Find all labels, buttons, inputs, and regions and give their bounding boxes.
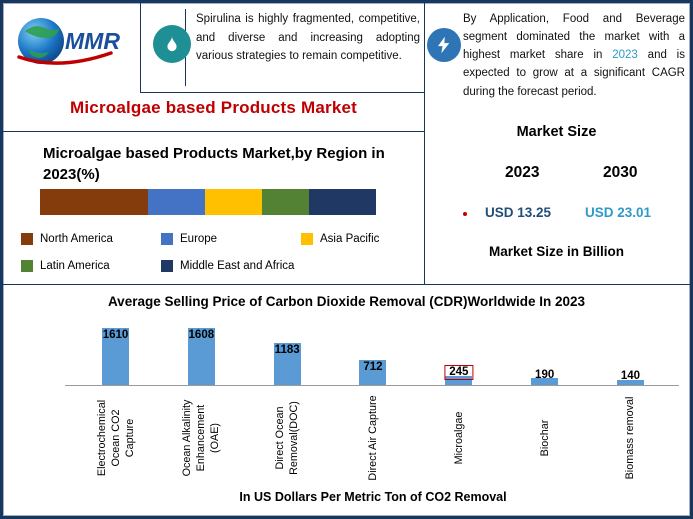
cdr-category-label: Biochar [502,388,587,488]
legend-label: Asia Pacific [320,233,380,245]
cdr-chart-title: Average Selling Price of Carbon Dioxide … [107,294,586,309]
x-axis-line [65,385,679,386]
cdr-bar-value: 190 [535,368,555,381]
cdr-bar-column: 1610 [73,325,158,385]
divider [140,92,424,93]
legend-swatch [161,260,173,272]
note-spirulina: Spirulina is highly fragmented, competit… [196,13,420,63]
cdr-bar [102,328,129,385]
region-legend-row: North America Europe Asia Pacific [21,233,441,245]
market-size-unit: Market Size in Billion [488,244,625,259]
cdr-x-axis-label: In US Dollars Per Metric Ton of CO2 Remo… [239,490,507,504]
flame-glyph [167,35,177,52]
cdr-category-labels: Electrochemical Ocean CO2 Capture Ocean A… [73,388,673,488]
market-year-2023: 2023 [505,164,540,181]
cdr-category-text: Biomass removal [624,396,637,480]
cdr-category-text: Microalgae [452,411,465,465]
legend-label: Europe [180,233,218,245]
globe-continent [25,26,59,38]
cdr-chart-section: Average Selling Price of Carbon Dioxide … [3,284,690,516]
region-segment [147,189,205,215]
cdr-bar-column: 140 [588,325,673,385]
cdr-bar-column: 245 [416,325,501,385]
cdr-category-text: Ocean Alkalinity Enhancement (OAE) [181,399,222,477]
legend-swatch [21,260,33,272]
divider [3,284,690,285]
cdr-bar-column: 1608 [159,325,244,385]
red-dot-marker [463,212,467,216]
legend-label: Middle East and Africa [180,260,295,272]
legend-item: North America [21,233,161,245]
region-chart-title: Microalgae based Products Market,by Regi… [43,145,385,183]
legend-item: Asia Pacific [301,233,441,245]
divider [140,3,141,92]
cdr-category-text: Direct Air Capture [366,395,379,481]
divider [3,131,424,132]
cdr-category-label: Direct Ocean Removal(DOC) [245,388,330,488]
cdr-bar-value: 140 [620,370,641,383]
legend-item: Latin America [21,260,161,272]
cdr-bar-value: 245 [444,364,474,381]
legend-label: North America [40,233,113,245]
cdr-plot-area: 1610 1608 1183 712 245 190 140 [73,325,673,385]
cdr-bar-column: 190 [502,325,587,385]
logo-swoosh [17,51,113,65]
cdr-category-label: Microalgae [416,388,501,488]
cdr-bar-value: 1183 [274,344,300,357]
note-right-pre: By Application, Food and Beverage segmen… [463,13,685,62]
mmr-logo: MMR [17,18,120,65]
market-value-2030: USD 23.01 [585,205,652,220]
market-value-2023: USD 13.25 [485,205,552,220]
region-segment [204,189,262,215]
cdr-bar-value: 1608 [188,329,215,342]
flame-icon [153,25,191,63]
cdr-bar [445,376,473,385]
legend-item: Europe [161,233,301,245]
note-application: By Application, Food and Beverage segmen… [463,10,685,101]
legend-swatch [161,233,173,245]
cdr-bar-column: 1183 [245,325,330,385]
cdr-category-text: Electrochemical Ocean CO2 Capture [95,399,136,477]
cdr-bar-value: 1610 [102,329,129,342]
cdr-category-label: Biomass removal [588,388,673,488]
cdr-category-label: Electrochemical Ocean CO2 Capture [73,388,158,488]
legend-label: Latin America [40,260,110,272]
cdr-category-text: Direct Ocean Removal(DOC) [274,401,301,475]
region-segment [261,189,309,215]
cdr-bar [531,378,559,385]
legend-item: Middle East and Africa [161,260,301,272]
cdr-category-label: Direct Air Capture [330,388,415,488]
region-legend-row: Latin America Middle East and Africa [21,260,301,272]
logo-text: MMR [65,28,120,54]
note-right-post: and is expected to grow at a significant… [463,49,685,98]
legend-swatch [301,233,313,245]
page-title: Microalgae based Products Market [70,98,357,117]
globe-continent [29,49,49,58]
cdr-bar [187,328,215,385]
cdr-category-text: Biochar [538,419,551,457]
region-stacked-bar [40,189,377,215]
cdr-category-label: Ocean Alkalinity Enhancement (OAE) [159,388,244,488]
lightning-glyph [438,36,450,54]
cdr-bar [273,343,301,385]
cdr-bar-value: 712 [363,361,383,374]
lightning-icon [427,28,461,62]
market-year-2030: 2030 [603,164,638,181]
legend-swatch [21,233,33,245]
market-size-panel: Market Size 2023 2030 USD 13.25 USD 23.0… [425,3,688,284]
market-size-title: Market Size [516,124,597,140]
cdr-bar-column: 712 [330,325,415,385]
region-segment [308,189,377,215]
cdr-bar [616,380,644,385]
region-segment [40,189,148,215]
note-right-year: 2023 [612,49,638,62]
divider [424,3,425,284]
cdr-bar [359,359,387,385]
